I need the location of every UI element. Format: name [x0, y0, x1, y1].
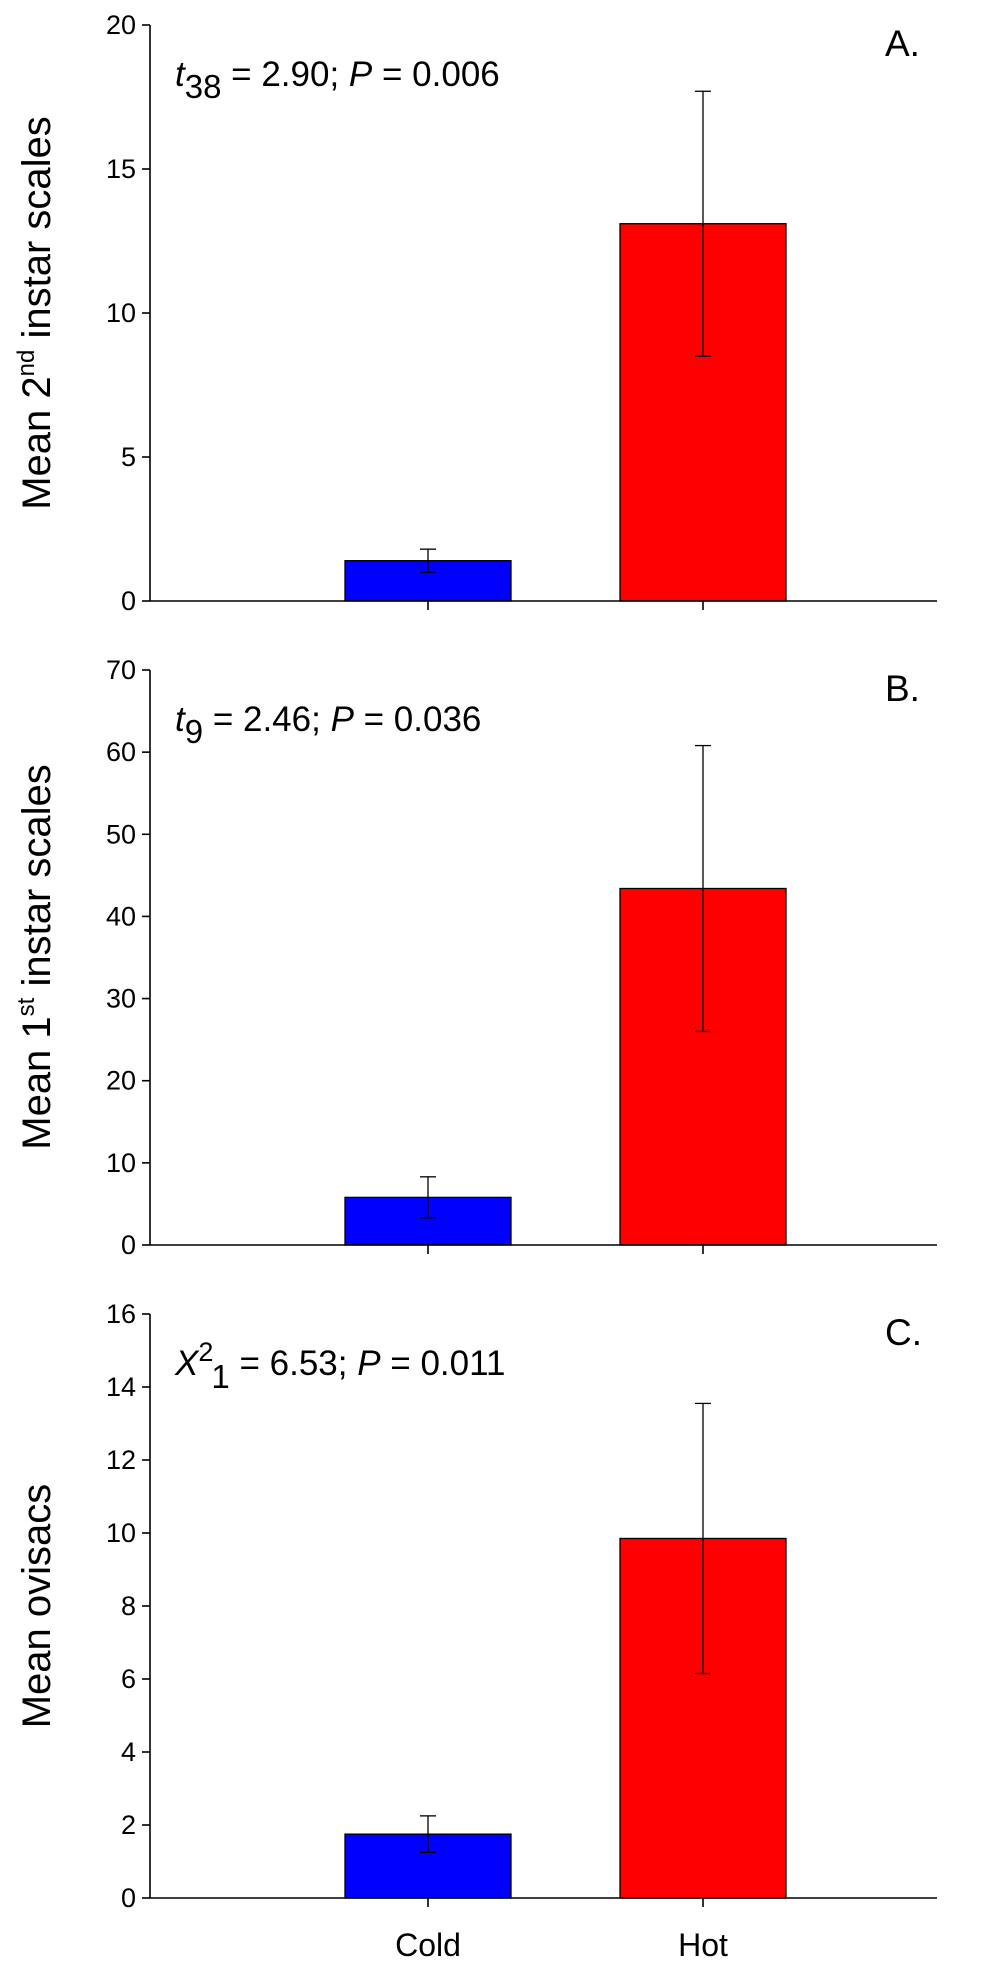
y-axis-label-superscript: st — [13, 997, 40, 1016]
stat-p-symbol: P — [331, 700, 355, 739]
panel-label: C. — [885, 1312, 922, 1353]
y-tick-label: 16 — [106, 1299, 136, 1329]
y-axis-label-text: Mean 2 — [15, 376, 59, 509]
y-tick-label: 8 — [121, 1591, 136, 1621]
y-tick-label: 10 — [106, 298, 136, 328]
y-axis-label: Mean 2nd instar scales — [13, 116, 59, 510]
stat-text: = 2.46; — [203, 700, 330, 739]
y-tick-label: 4 — [121, 1737, 136, 1767]
y-tick-label: 0 — [121, 1230, 136, 1260]
error-bar-hot — [695, 1402, 711, 1675]
stat-subscript: 1 — [211, 1358, 229, 1395]
x-category-label-cold: Cold — [395, 1927, 461, 1963]
stat-subscript: 9 — [185, 713, 203, 750]
stat-subscript: 38 — [185, 68, 222, 105]
x-category-label-hot: Hot — [678, 1927, 728, 1963]
panel-b: 0 10 20 30 40 50 60 70 Mean 1st instar scales t9 … — [13, 655, 937, 1260]
stat-annotation: X2 1 = 6.53; P = 0.011 — [174, 1337, 505, 1395]
y-tick-label: 10 — [106, 1148, 136, 1178]
stat-annotation: t9 = 2.46; P = 0.036 — [175, 700, 481, 750]
y-tick-label: 15 — [106, 154, 136, 184]
y-tick-label: 60 — [106, 737, 136, 767]
y-tick-label: 5 — [121, 442, 136, 472]
stat-p-symbol: P — [357, 1344, 381, 1383]
error-bar-cold — [420, 1815, 436, 1854]
stat-symbol: X — [174, 1344, 200, 1383]
y-axis-label-superscript: nd — [13, 350, 40, 377]
stat-text: = 0.011 — [381, 1344, 506, 1383]
y-tick-label: 20 — [106, 1066, 136, 1096]
y-axis-label: Mean 1st instar scales — [13, 764, 59, 1150]
error-bar-cold — [420, 1176, 436, 1219]
y-tick-label: 2 — [121, 1810, 136, 1840]
stat-symbol: t — [175, 55, 186, 94]
error-bar-cold — [420, 548, 436, 573]
y-tick-label: 30 — [106, 984, 136, 1014]
stat-text: = 6.53; — [230, 1344, 357, 1383]
y-tick-label: 6 — [121, 1664, 136, 1694]
y-tick-label: 20 — [106, 10, 136, 40]
y-tick-label: 0 — [121, 586, 136, 616]
y-axis-label-text: Mean ovisacs — [15, 1484, 59, 1729]
y-axis-label-text: instar scales — [15, 116, 59, 349]
stat-p-symbol: P — [349, 55, 373, 94]
panel-label: A. — [885, 23, 920, 64]
y-tick-label: 12 — [106, 1445, 136, 1475]
y-tick-label: 50 — [106, 819, 136, 849]
y-tick-label: 70 — [106, 655, 136, 685]
stat-annotation: t38 = 2.90; P = 0.006 — [175, 55, 500, 105]
y-tick-label: 0 — [121, 1883, 136, 1913]
y-axis-label-text: Mean 1 — [15, 1016, 59, 1149]
y-tick-label: 10 — [106, 1518, 136, 1548]
stat-text: = 2.90; — [221, 55, 348, 94]
stat-symbol: t — [175, 700, 186, 739]
error-bar-hot — [695, 90, 711, 357]
stat-text: = 0.036 — [354, 700, 481, 739]
panel-a: 0 5 10 15 20 Mean 2nd instar scales t38 = 2.90… — [13, 10, 937, 616]
error-bar-hot — [695, 744, 711, 1033]
y-axis-label-text: instar scales — [15, 764, 59, 997]
y-axis-label: Mean ovisacs — [15, 1484, 59, 1729]
stat-superscript: 2 — [198, 1337, 213, 1367]
y-tick-label: 40 — [106, 901, 136, 931]
stat-text: = 0.006 — [372, 55, 499, 94]
panel-label: B. — [885, 668, 920, 709]
y-tick-label: 14 — [106, 1372, 136, 1402]
